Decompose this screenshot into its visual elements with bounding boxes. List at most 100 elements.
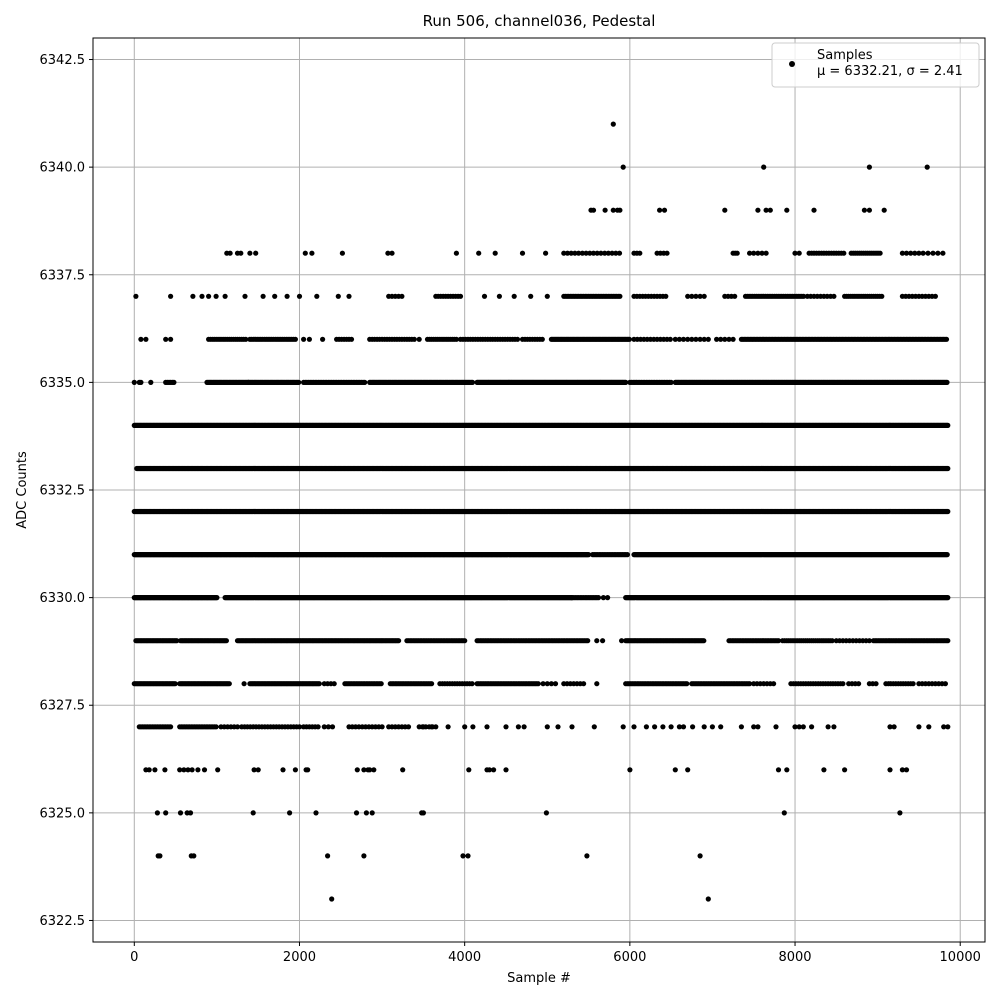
data-points xyxy=(131,121,951,902)
data-point xyxy=(932,293,939,299)
data-point xyxy=(576,250,582,256)
data-point xyxy=(306,336,312,342)
data-point xyxy=(469,379,476,385)
data-point xyxy=(539,336,545,342)
data-point xyxy=(685,336,691,342)
data-point xyxy=(543,250,549,256)
data-point xyxy=(747,250,753,256)
data-point xyxy=(861,207,868,213)
data-point xyxy=(453,336,459,342)
data-point xyxy=(714,336,720,342)
data-point xyxy=(598,250,604,256)
data-point xyxy=(583,250,589,256)
data-point xyxy=(572,250,578,256)
data-point xyxy=(701,336,707,342)
data-point xyxy=(730,336,736,342)
data-point xyxy=(511,293,517,299)
data-point xyxy=(171,379,177,385)
data-point xyxy=(866,207,873,213)
data-point xyxy=(705,336,711,342)
data-point xyxy=(561,250,567,256)
data-point xyxy=(213,293,219,299)
data-point xyxy=(272,293,278,299)
data-point xyxy=(616,250,623,256)
data-point xyxy=(718,336,724,342)
data-point xyxy=(925,250,931,256)
data-point xyxy=(685,293,691,299)
data-point xyxy=(131,379,137,385)
data-point xyxy=(206,293,212,299)
data-point xyxy=(302,250,308,256)
data-point xyxy=(320,336,326,342)
data-point xyxy=(605,250,612,256)
data-point xyxy=(624,552,631,558)
data-point xyxy=(609,250,615,256)
data-point xyxy=(657,207,663,213)
data-point xyxy=(301,336,307,342)
data-point xyxy=(587,250,593,256)
data-point xyxy=(138,379,144,385)
data-point xyxy=(613,250,619,256)
data-point xyxy=(930,250,936,256)
data-point xyxy=(943,336,950,342)
data-point xyxy=(242,293,248,299)
data-point xyxy=(801,293,807,299)
data-point xyxy=(784,207,790,213)
data-point xyxy=(664,250,670,256)
data-point xyxy=(148,379,154,385)
data-point xyxy=(389,250,395,256)
data-point xyxy=(199,293,205,299)
data-point xyxy=(763,250,769,256)
data-point xyxy=(722,207,728,213)
data-point xyxy=(168,336,174,342)
data-point xyxy=(903,250,910,256)
data-point xyxy=(610,121,616,127)
data-point xyxy=(602,250,608,256)
data-point xyxy=(143,336,149,342)
data-point xyxy=(399,293,405,299)
data-point xyxy=(253,250,259,256)
data-point xyxy=(133,293,139,299)
data-point xyxy=(339,250,345,256)
data-point xyxy=(676,336,683,342)
data-point xyxy=(284,293,290,299)
data-point xyxy=(568,250,574,256)
data-point xyxy=(767,207,773,213)
data-point xyxy=(623,379,629,385)
data-point xyxy=(138,336,144,342)
data-point xyxy=(866,164,873,170)
data-point xyxy=(689,336,695,342)
data-point xyxy=(496,293,502,299)
data-point xyxy=(763,207,769,213)
data-point xyxy=(908,250,914,256)
data-point xyxy=(579,250,586,256)
data-point xyxy=(247,250,253,256)
data-point xyxy=(528,293,534,299)
data-point xyxy=(811,207,817,213)
data-point xyxy=(260,293,266,299)
data-point xyxy=(751,250,757,256)
data-point xyxy=(697,336,703,342)
data-point xyxy=(514,336,521,342)
data-point xyxy=(296,379,302,385)
data-point xyxy=(734,250,740,256)
data-point xyxy=(879,293,885,299)
data-point xyxy=(519,250,526,256)
data-point xyxy=(335,293,341,299)
data-point xyxy=(726,336,732,342)
data-point xyxy=(385,250,391,256)
data-point xyxy=(916,250,922,256)
data-point xyxy=(617,207,623,213)
data-point xyxy=(457,293,464,299)
data-point xyxy=(755,250,761,256)
data-point xyxy=(761,164,767,170)
data-point xyxy=(668,379,674,385)
data-point xyxy=(701,293,707,299)
data-point xyxy=(755,207,761,213)
data-point xyxy=(759,250,765,256)
data-point xyxy=(411,336,417,342)
data-point xyxy=(663,293,669,299)
data-point xyxy=(945,508,951,515)
